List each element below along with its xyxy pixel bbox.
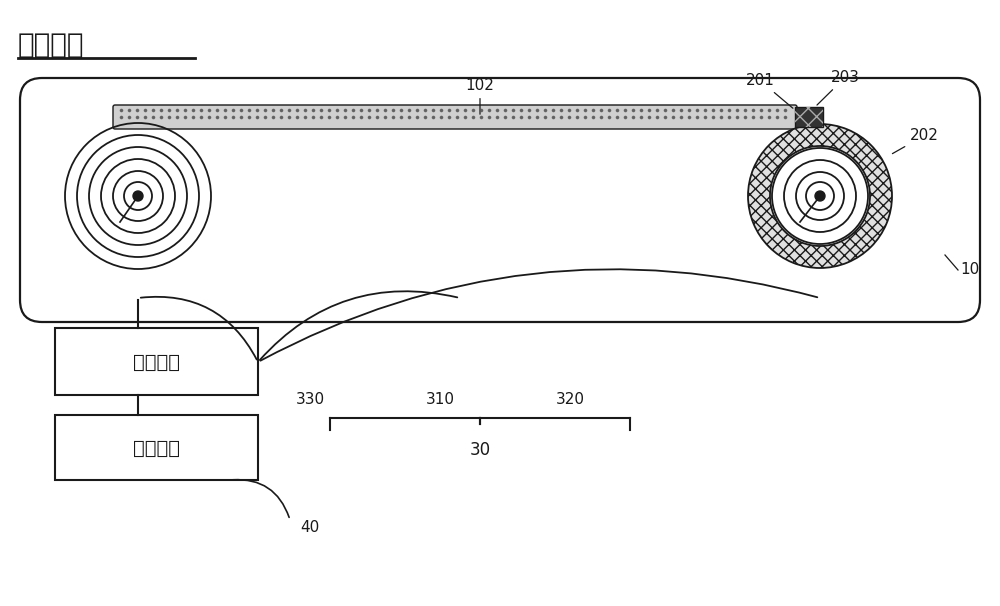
FancyBboxPatch shape: [113, 105, 797, 129]
Text: 320: 320: [556, 393, 584, 407]
Text: 202: 202: [892, 128, 939, 154]
FancyBboxPatch shape: [20, 78, 980, 322]
Bar: [795, 107, 823, 127]
Bar: [55, 328, 258, 395]
Text: 第一状态: 第一状态: [18, 31, 84, 59]
Wedge shape: [748, 124, 892, 268]
Circle shape: [815, 191, 825, 201]
Text: 310: 310: [426, 393, 454, 407]
Text: 30: 30: [469, 441, 491, 459]
Text: 控制模块: 控制模块: [132, 439, 180, 458]
Bar: [55, 415, 258, 480]
Text: 330: 330: [295, 393, 325, 407]
Text: 203: 203: [817, 70, 860, 105]
Text: 102: 102: [466, 78, 494, 114]
Text: 201: 201: [746, 73, 793, 108]
Text: 40: 40: [300, 521, 320, 536]
Text: 驱动组件: 驱动组件: [132, 353, 180, 371]
Text: 10: 10: [960, 262, 979, 278]
Bar: [795, 107, 823, 127]
Circle shape: [133, 191, 143, 201]
